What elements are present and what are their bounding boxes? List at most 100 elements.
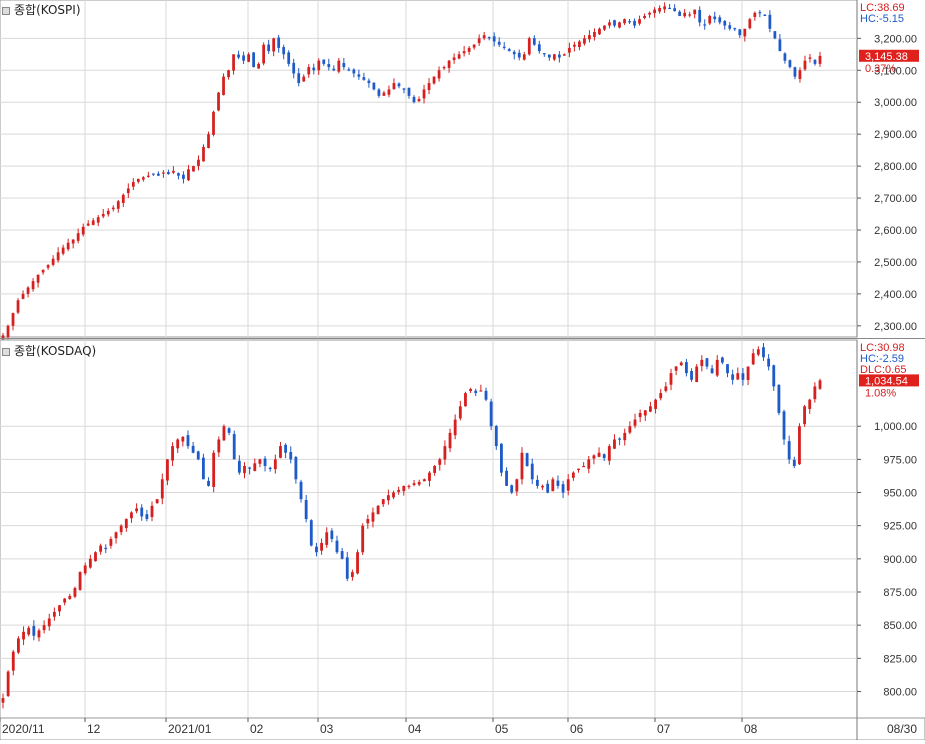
- candle-body: [808, 399, 812, 409]
- candle-body: [292, 62, 296, 74]
- candle-body: [618, 438, 622, 440]
- candle-body: [27, 627, 31, 635]
- candle-body: [674, 366, 678, 371]
- candle-body: [237, 460, 241, 473]
- candle-body: [788, 60, 792, 68]
- candle-body: [422, 89, 426, 99]
- candle-body: [659, 393, 663, 399]
- plot-area: [0, 339, 858, 719]
- candle-body: [47, 618, 51, 627]
- candle-body: [91, 220, 95, 225]
- y-tick-label: 2,500.00: [874, 257, 917, 269]
- candle-body: [417, 99, 421, 102]
- candle-body: [741, 373, 745, 380]
- candle-body: [41, 269, 45, 273]
- y-tick-label: 825.00: [883, 653, 917, 665]
- plot-area: [0, 0, 858, 338]
- kospi-title[interactable]: 종합(KOSPI): [2, 1, 81, 18]
- candle-body: [464, 393, 467, 407]
- candle-body: [571, 472, 575, 478]
- candle-body: [187, 169, 190, 181]
- candle-body: [347, 69, 351, 71]
- candle-body: [602, 454, 606, 459]
- y-tick-label: 3,000.00: [874, 97, 917, 109]
- candle-body: [304, 500, 308, 520]
- candle-body: [386, 495, 390, 501]
- candle-body: [432, 76, 436, 84]
- candle-body: [643, 15, 646, 19]
- candle-body: [73, 588, 77, 597]
- candle-body: [798, 426, 801, 465]
- y-tick-label: 800.00: [883, 686, 917, 698]
- candle-body: [583, 38, 586, 44]
- candle-body: [607, 446, 611, 461]
- stat-label: LC:30.98: [860, 342, 905, 354]
- candle-body: [78, 572, 82, 590]
- candle-body: [307, 67, 311, 75]
- candle-body: [322, 59, 326, 64]
- candle-body: [525, 453, 529, 466]
- candle-body: [684, 362, 688, 374]
- candle-body: [126, 188, 130, 194]
- change-pct-label: 0.37%: [865, 63, 896, 75]
- candle-body: [453, 419, 457, 436]
- candle-body: [267, 44, 271, 52]
- candle-body: [191, 445, 195, 453]
- candle-body: [76, 233, 80, 241]
- candle-body: [377, 89, 381, 96]
- y-tick-label: 925.00: [883, 521, 917, 533]
- candle-body: [155, 499, 159, 504]
- x-tick-label: 02: [250, 722, 264, 736]
- candle-body: [417, 481, 421, 485]
- change-pct-label: 1.08%: [865, 387, 896, 399]
- candle-body: [289, 451, 293, 460]
- candle-body: [753, 12, 757, 17]
- candle-body: [17, 638, 20, 653]
- candle-body: [86, 223, 90, 226]
- candle-body: [598, 28, 601, 35]
- candle-body: [196, 451, 200, 460]
- candle-body: [422, 479, 426, 482]
- candle-body: [272, 38, 276, 52]
- candle-body: [798, 70, 802, 79]
- candle-body: [723, 20, 727, 26]
- y-tick-label: 2,900.00: [874, 129, 917, 141]
- candle-body: [124, 519, 128, 529]
- candle-body: [532, 38, 536, 45]
- x-tick-label: 2021/01: [168, 722, 212, 736]
- candle-body: [37, 630, 41, 638]
- y-tick-label: 1,000.00: [874, 421, 917, 433]
- candle-body: [325, 532, 329, 545]
- candle-body: [63, 598, 67, 603]
- candle-body: [623, 432, 627, 441]
- candle-body: [522, 54, 526, 60]
- y-tick-label: 950.00: [883, 488, 917, 500]
- candle-body: [207, 480, 210, 486]
- candle-body: [247, 54, 250, 62]
- pane-menu-icon[interactable]: [2, 6, 10, 15]
- pane-menu-icon[interactable]: [2, 347, 10, 356]
- candle-body: [362, 77, 366, 80]
- candle-body: [96, 217, 100, 223]
- candle-body: [552, 54, 556, 60]
- candle-body: [818, 55, 822, 64]
- candle-body: [31, 281, 35, 290]
- kosdaq-title[interactable]: 종합(KOSDAQ): [2, 342, 96, 359]
- candle-body: [669, 373, 673, 385]
- y-tick-label: 2,300.00: [874, 321, 917, 333]
- candle-body: [767, 358, 771, 367]
- y-tick-label: 2,700.00: [874, 193, 917, 205]
- candle-body: [705, 358, 709, 367]
- candle-body: [710, 368, 714, 374]
- candle-body: [397, 83, 401, 87]
- candle-body: [654, 399, 657, 409]
- candle-body: [88, 558, 92, 568]
- candle-body: [542, 53, 546, 55]
- candle-body: [352, 69, 356, 74]
- candle-body: [135, 508, 139, 512]
- candle-body: [703, 24, 707, 26]
- candle-body: [382, 92, 386, 96]
- last-value-box: [859, 374, 919, 387]
- candle-body: [442, 67, 446, 69]
